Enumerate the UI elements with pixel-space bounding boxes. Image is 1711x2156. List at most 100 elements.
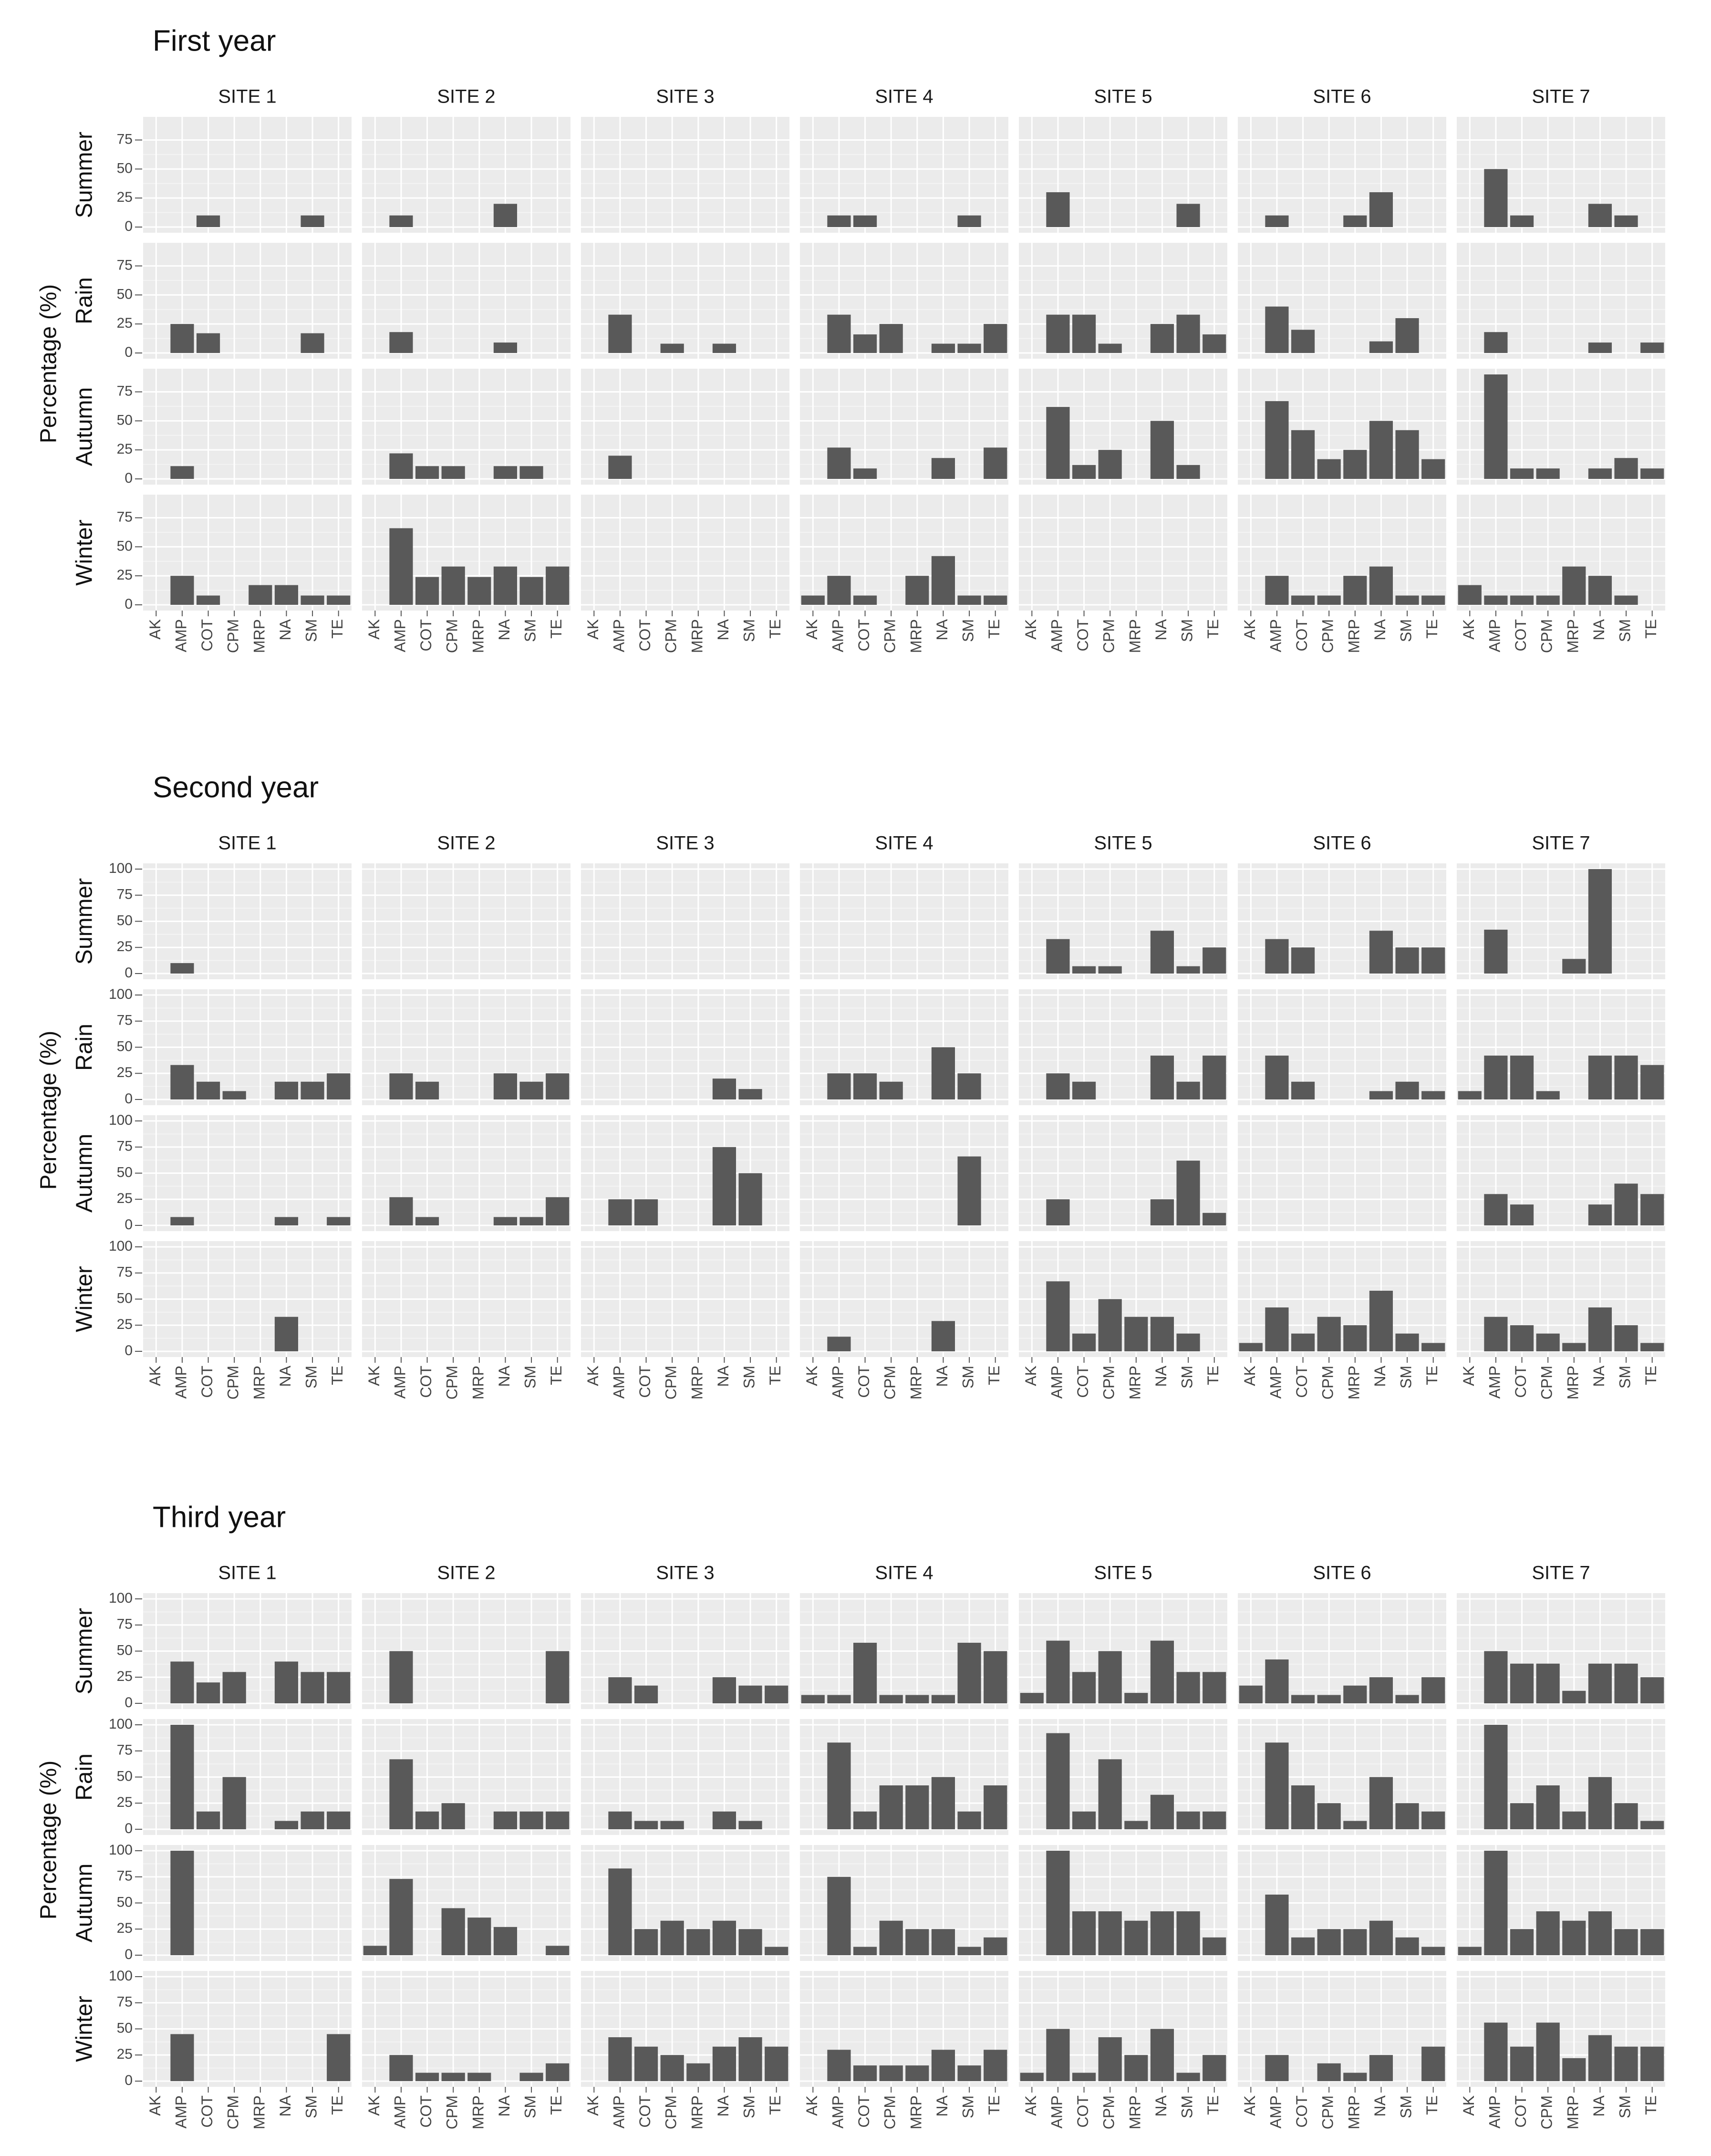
bar: [1614, 1663, 1638, 1703]
y-tick-label: 75: [117, 1139, 133, 1154]
bar: [1098, 1299, 1122, 1351]
panel-background: [143, 117, 352, 233]
bar: [1098, 1759, 1122, 1829]
bar: [1536, 1785, 1560, 1829]
bar: [170, 1217, 194, 1225]
bar: [1484, 2022, 1508, 2081]
x-tick-label: SM: [741, 2095, 758, 2118]
facet-panel: [581, 1241, 789, 1357]
bar: [1343, 1821, 1367, 1829]
facet-panel: [143, 495, 352, 611]
x-tick-label: MRP: [907, 1366, 924, 1399]
x-tick-label: CPM: [1319, 1366, 1337, 1399]
bar: [1369, 192, 1393, 227]
bar: [441, 1803, 465, 1829]
bar: [853, 1642, 877, 1703]
bar: [686, 1929, 710, 1955]
x-tick-label: MRP: [469, 619, 487, 653]
x-tick-label: SM: [960, 1366, 977, 1389]
facet-panel: [581, 1845, 789, 1961]
bar: [879, 324, 903, 353]
bar: [1562, 959, 1586, 974]
facet-panel: [1457, 495, 1665, 611]
bar: [170, 466, 194, 479]
x-tick-label: COT: [1074, 2095, 1091, 2128]
bar: [1265, 939, 1289, 974]
x-tick-label: AK: [584, 619, 601, 640]
bar: [301, 215, 324, 227]
bar: [415, 1217, 439, 1225]
x-tick-label: NA: [277, 619, 294, 640]
bar: [634, 2046, 658, 2081]
bar: [1046, 1733, 1070, 1829]
facet-panel: [1457, 1593, 1665, 1709]
facet-strip-label: SITE 7: [1532, 1563, 1590, 1584]
bar: [170, 324, 194, 353]
bar: [1510, 595, 1534, 605]
y-tick-label: 100: [109, 1112, 133, 1128]
bar: [1562, 1920, 1586, 1955]
y-tick-label: 50: [117, 1038, 133, 1054]
bar: [1317, 2063, 1341, 2081]
bar: [879, 2065, 903, 2081]
x-tick-label: AMP: [1048, 619, 1065, 652]
bar: [1317, 595, 1341, 605]
facet-panel: [1238, 1593, 1446, 1709]
bar: [1046, 1640, 1070, 1703]
x-tick-label: SM: [1398, 1366, 1415, 1389]
bar: [660, 2055, 684, 2081]
y-tick-label: 75: [117, 1742, 133, 1758]
x-tick-label: TE: [548, 2095, 565, 2115]
bar: [389, 1073, 413, 1099]
facet-panel: [1019, 1845, 1227, 1961]
facet-panel: [800, 495, 1008, 611]
facet-panel: [1238, 495, 1446, 611]
bar: [1265, 2055, 1289, 2081]
bar: [1343, 1929, 1367, 1955]
x-tick-label: CPM: [663, 619, 680, 653]
bar: [389, 2055, 413, 2081]
x-tick-label: TE: [767, 1366, 784, 1385]
x-tick-label: MRP: [688, 1366, 705, 1399]
bar: [1640, 1929, 1664, 1955]
x-tick-label: NA: [496, 1365, 513, 1387]
facet-strip-label: SITE 7: [1532, 833, 1590, 854]
y-tick-label: 0: [124, 1695, 133, 1710]
bar: [222, 1672, 246, 1703]
facet-strip-label: SITE 4: [875, 1563, 933, 1584]
bar: [1203, 1811, 1226, 1829]
bar: [738, 1929, 762, 1955]
bar: [1203, 1672, 1226, 1703]
bar: [905, 1785, 929, 1829]
facet-strip-label: SITE 1: [218, 833, 276, 854]
bar: [546, 1197, 570, 1225]
bar: [493, 1073, 518, 1099]
x-tick-label: NA: [933, 2095, 951, 2116]
y-tick-label: 100: [109, 1842, 133, 1858]
bar: [1369, 1677, 1393, 1703]
x-tick-label: TE: [548, 619, 565, 639]
y-tick-label: 50: [117, 1290, 133, 1306]
y-tick-label: 50: [117, 1642, 133, 1658]
bar: [170, 1725, 194, 1829]
chart-title: Third year: [153, 1501, 286, 1534]
y-tick-label: 75: [117, 131, 133, 147]
bar: [1369, 566, 1393, 605]
bar: [1484, 1056, 1508, 1099]
y-tick-label: 50: [117, 912, 133, 928]
bar: [493, 1927, 518, 1955]
facet-panel: [581, 1593, 789, 1709]
y-tick-label: 50: [117, 1768, 133, 1784]
bar: [1098, 1911, 1122, 1955]
facet-panel: [1457, 1719, 1665, 1835]
bar: [170, 1661, 194, 1703]
bar: [1150, 1911, 1174, 1955]
facet-panel: [1238, 117, 1446, 233]
facet-strip-label: SITE 5: [1094, 86, 1152, 107]
bar: [301, 1081, 324, 1099]
x-tick-label: CPM: [1538, 619, 1555, 653]
x-tick-label: AK: [1460, 1366, 1477, 1386]
bar: [1614, 215, 1638, 227]
x-tick-label: MRP: [469, 2095, 487, 2129]
bar: [879, 1785, 903, 1829]
